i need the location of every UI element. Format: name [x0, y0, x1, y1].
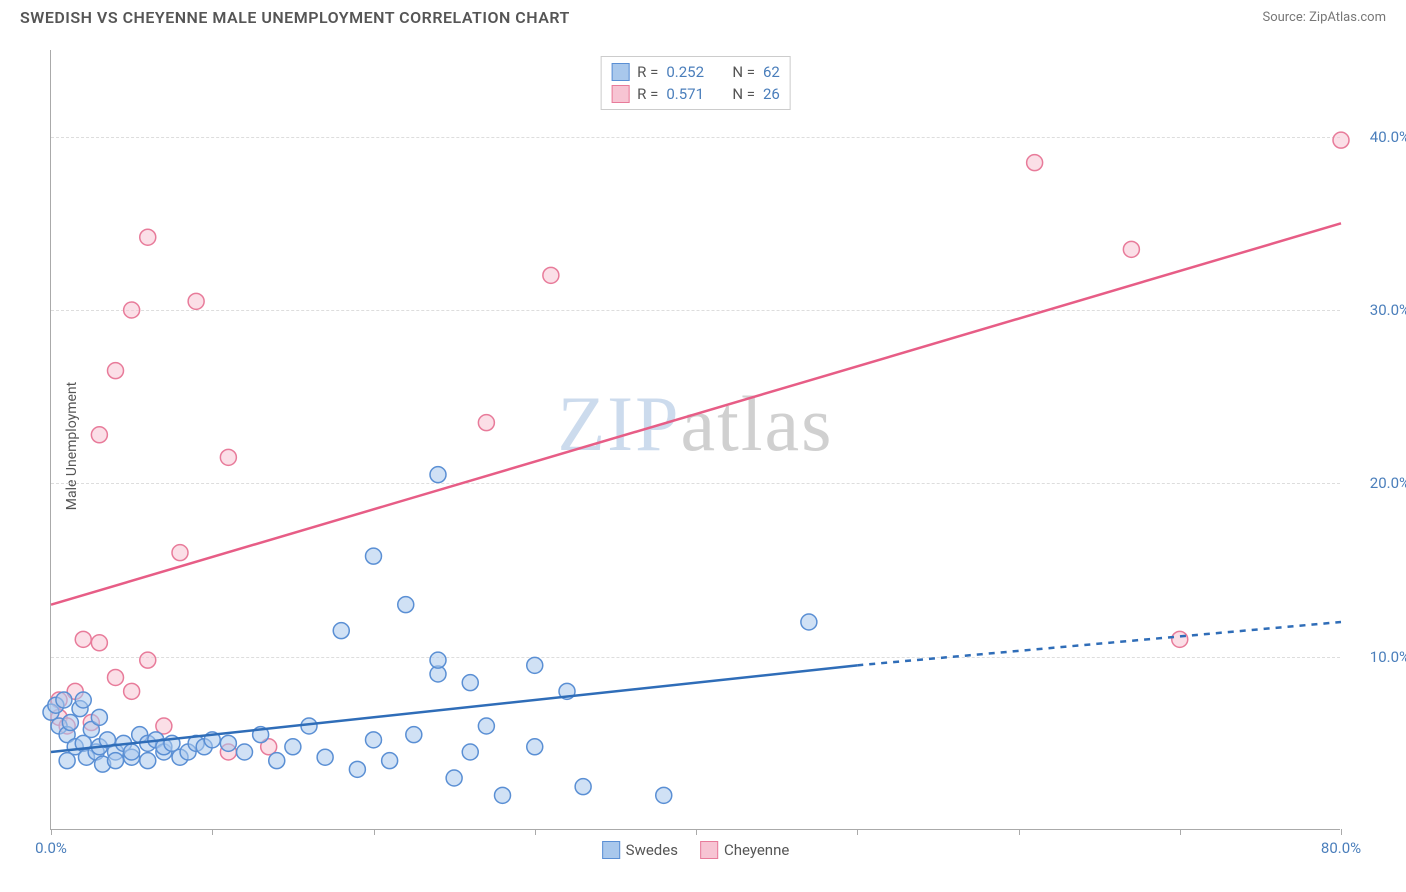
x-tick-label-right: 80.0%: [1321, 839, 1361, 857]
x-tick: [1180, 829, 1181, 835]
point-cheyenne: [478, 415, 494, 431]
point-swedes: [333, 623, 349, 639]
correlation-stats-box: R = 0.252 N = 62 R = 0.571 N = 26: [600, 56, 791, 110]
y-tick-label: 20.0%: [1350, 474, 1406, 492]
point-swedes: [75, 692, 91, 708]
point-swedes: [220, 735, 236, 751]
point-cheyenne: [108, 363, 124, 379]
x-tick: [535, 829, 536, 835]
x-tick-label-left: 0.0%: [35, 839, 67, 857]
x-tick: [374, 829, 375, 835]
legend-swatch-cheyenne: [700, 841, 718, 859]
legend-swatch-swedes: [602, 841, 620, 859]
swatch-cheyenne: [611, 85, 629, 103]
point-cheyenne: [124, 683, 140, 699]
point-swedes: [237, 744, 253, 760]
point-swedes: [366, 732, 382, 748]
point-cheyenne: [140, 652, 156, 668]
stats-row-swedes: R = 0.252 N = 62: [611, 61, 780, 83]
y-tick-label: 40.0%: [1350, 128, 1406, 146]
x-tick: [857, 829, 858, 835]
point-cheyenne: [91, 427, 107, 443]
point-cheyenne: [1172, 631, 1188, 647]
point-swedes: [108, 753, 124, 769]
trend-line-swedes-dashed: [857, 622, 1341, 665]
point-swedes: [462, 675, 478, 691]
point-swedes: [285, 739, 301, 755]
x-tick: [212, 829, 213, 835]
point-swedes: [656, 787, 672, 803]
point-swedes: [317, 749, 333, 765]
trend-line-swedes-solid: [51, 665, 857, 752]
x-tick: [1019, 829, 1020, 835]
point-swedes: [527, 657, 543, 673]
point-cheyenne: [124, 302, 140, 318]
scatter-plot-svg: [51, 50, 1340, 829]
point-swedes: [398, 597, 414, 613]
stats-row-cheyenne: R = 0.571 N = 26: [611, 83, 780, 105]
point-swedes: [91, 709, 107, 725]
point-cheyenne: [543, 267, 559, 283]
point-swedes: [430, 467, 446, 483]
point-swedes: [430, 652, 446, 668]
chart-plot-area: ZIPatlas R = 0.252 N = 62 R = 0.571 N = …: [50, 50, 1340, 830]
point-cheyenne: [1027, 155, 1043, 171]
legend-label-swedes: Swedes: [626, 841, 678, 859]
source-attribution: Source: ZipAtlas.com: [1262, 10, 1386, 25]
point-cheyenne: [172, 545, 188, 561]
point-swedes: [62, 715, 78, 731]
point-swedes: [406, 727, 422, 743]
point-cheyenne: [140, 229, 156, 245]
point-swedes: [382, 753, 398, 769]
point-swedes: [478, 718, 494, 734]
point-swedes: [495, 787, 511, 803]
point-cheyenne: [220, 449, 236, 465]
point-swedes: [575, 779, 591, 795]
legend-item-cheyenne: Cheyenne: [700, 841, 789, 859]
x-tick: [1341, 829, 1342, 835]
point-cheyenne: [108, 669, 124, 685]
point-swedes: [140, 753, 156, 769]
x-tick: [51, 829, 52, 835]
point-swedes: [801, 614, 817, 630]
point-cheyenne: [188, 293, 204, 309]
legend: Swedes Cheyenne: [602, 841, 790, 859]
point-cheyenne: [91, 635, 107, 651]
point-swedes: [56, 692, 72, 708]
y-tick-label: 30.0%: [1350, 301, 1406, 319]
x-tick: [696, 829, 697, 835]
point-swedes: [349, 761, 365, 777]
trend-line-cheyenne: [51, 223, 1341, 604]
point-cheyenne: [1333, 132, 1349, 148]
point-swedes: [446, 770, 462, 786]
point-swedes: [462, 744, 478, 760]
legend-item-swedes: Swedes: [602, 841, 678, 859]
point-swedes: [366, 548, 382, 564]
point-swedes: [269, 753, 285, 769]
point-swedes: [527, 739, 543, 755]
legend-label-cheyenne: Cheyenne: [724, 841, 789, 859]
point-swedes: [124, 744, 140, 760]
point-cheyenne: [75, 631, 91, 647]
chart-title: SWEDISH VS CHEYENNE MALE UNEMPLOYMENT CO…: [20, 8, 570, 27]
swatch-swedes: [611, 63, 629, 81]
y-tick-label: 10.0%: [1350, 648, 1406, 666]
point-cheyenne: [1123, 241, 1139, 257]
